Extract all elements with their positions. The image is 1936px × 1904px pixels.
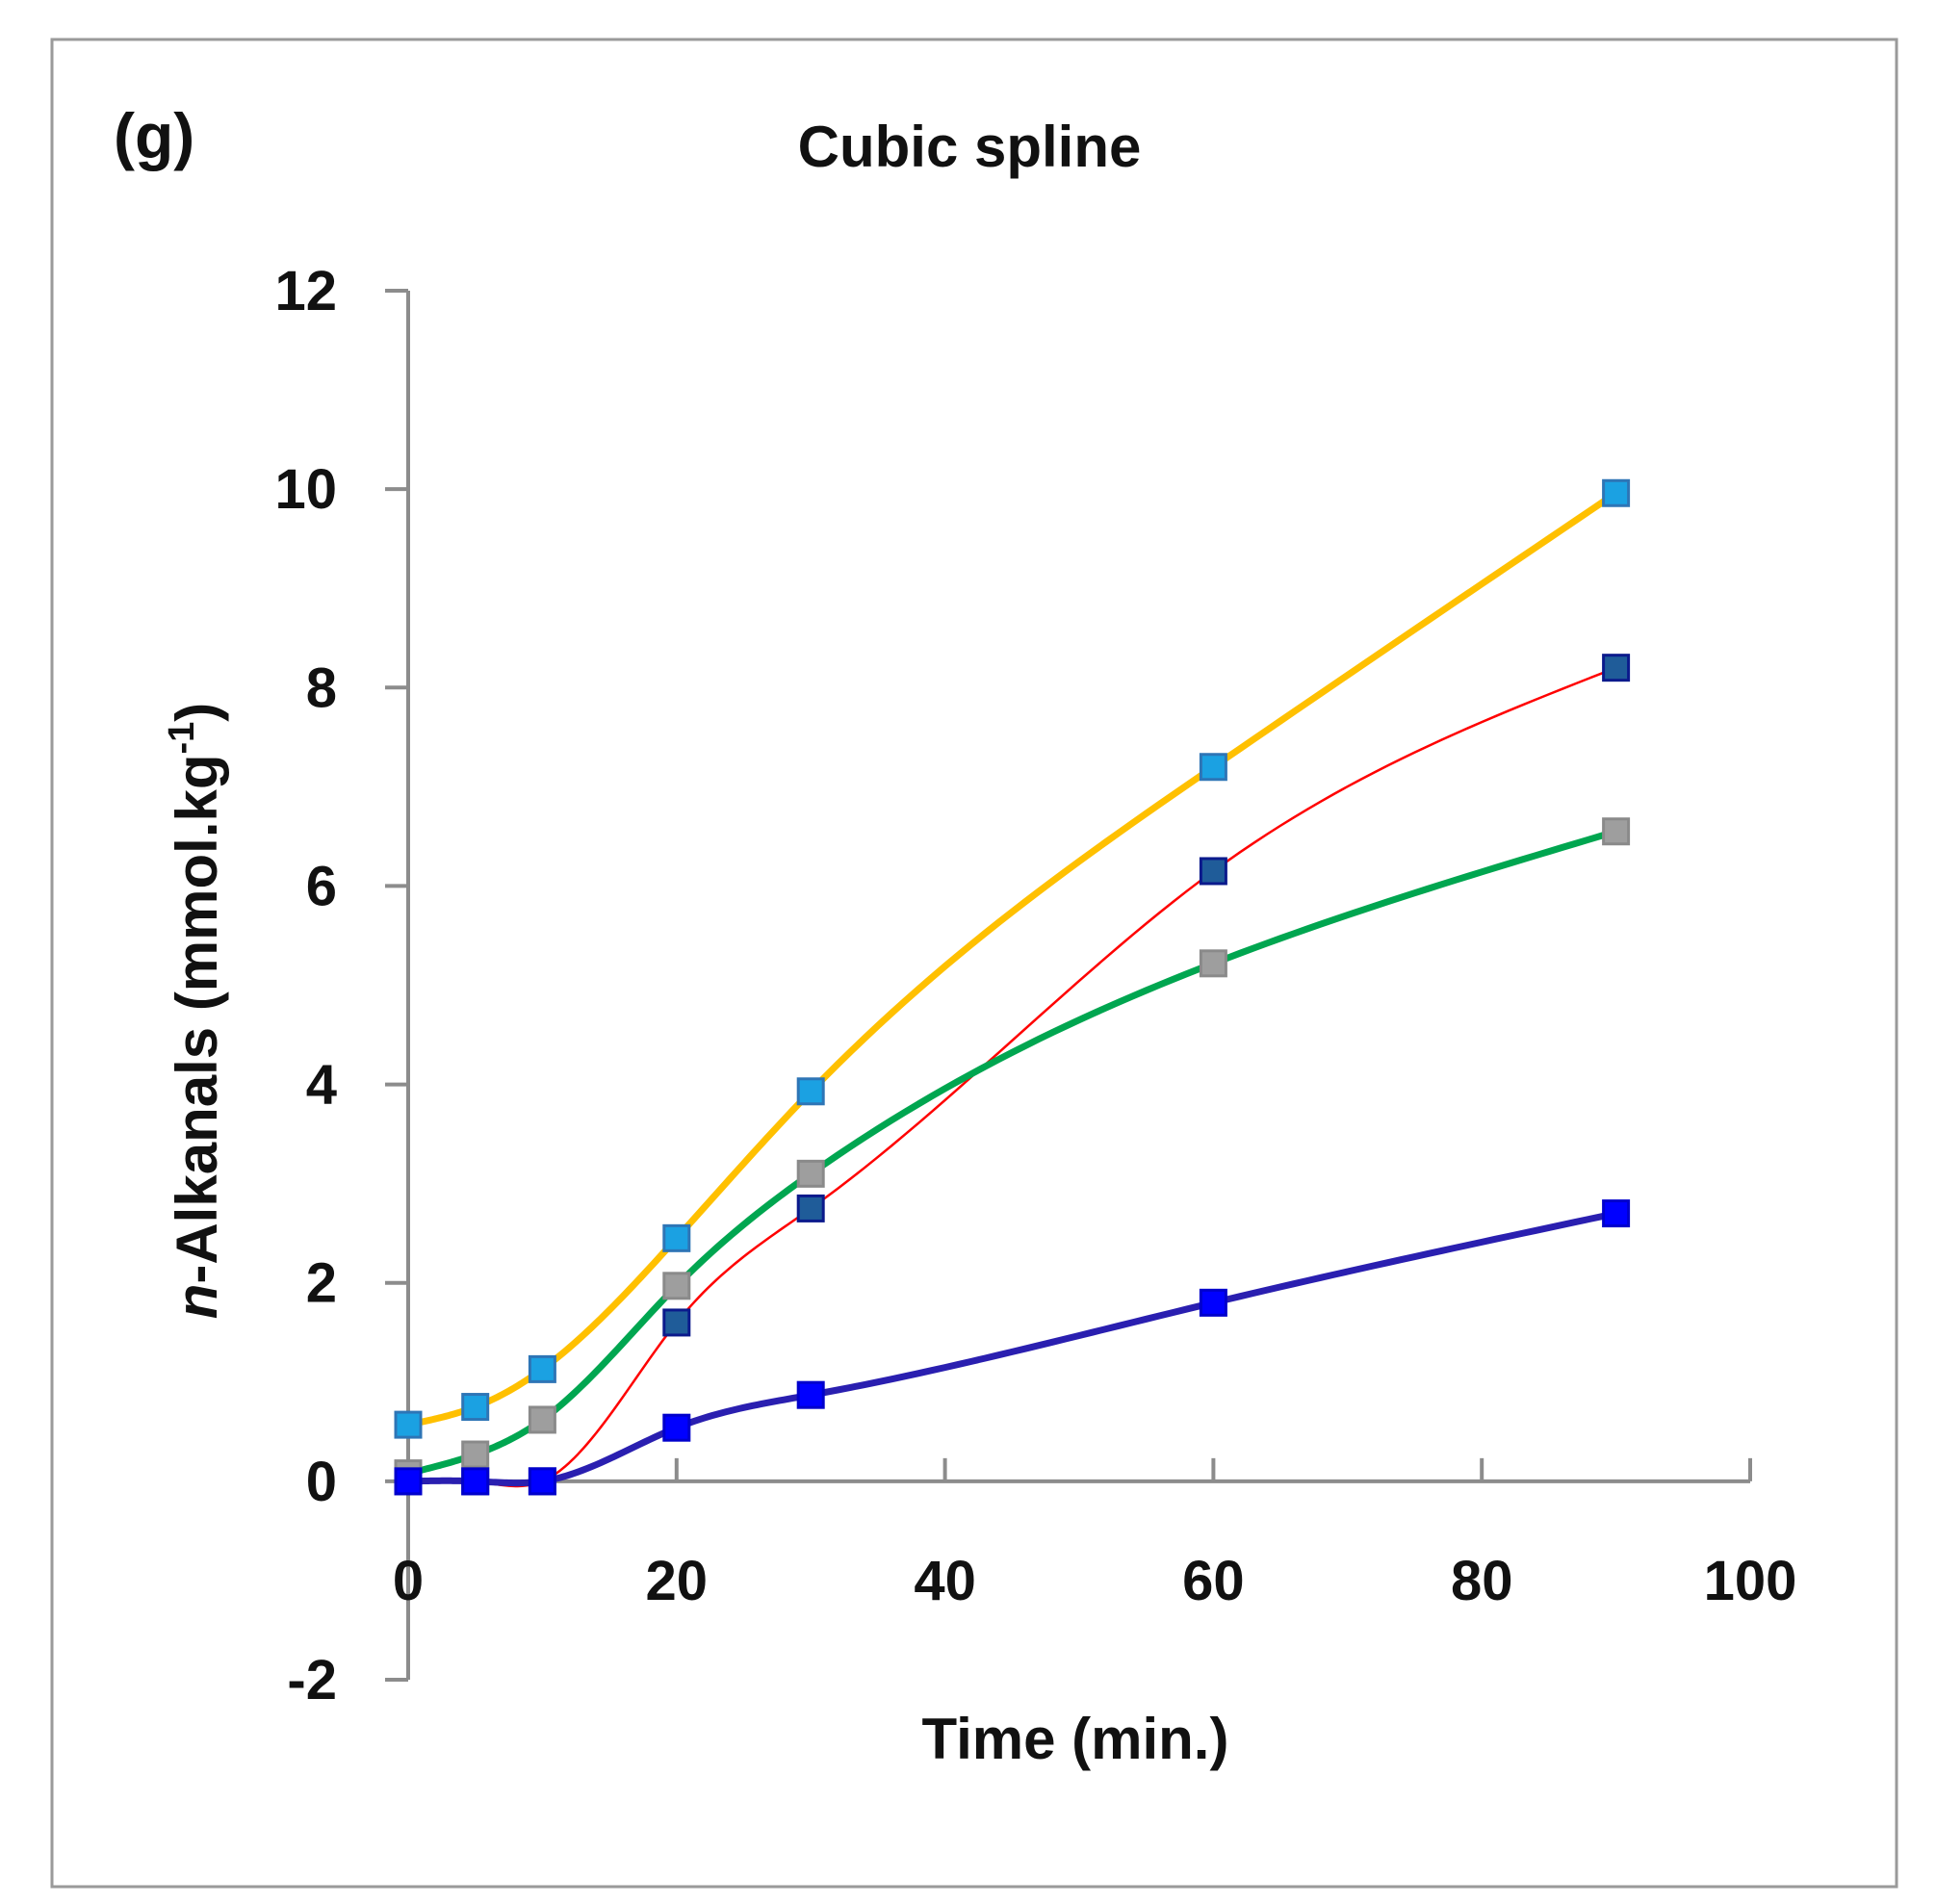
series-2-point: [796, 1194, 825, 1222]
series-4-point: [662, 1413, 691, 1442]
series-4-point: [1602, 1199, 1631, 1228]
series-1-markers: [394, 478, 1631, 1439]
y-tick-label: -2: [287, 1649, 337, 1711]
series-1-point: [796, 1077, 825, 1106]
y-axis-title: n-Alkanals (mmol.kg-1): [162, 703, 229, 1320]
series-4-point: [1199, 1288, 1227, 1317]
series-3-point: [796, 1159, 825, 1188]
series-4-point: [528, 1467, 556, 1496]
x-tick-label: 0: [393, 1550, 424, 1612]
series-2-point: [1199, 857, 1227, 886]
y-tick-label: 10: [274, 458, 337, 521]
series-4-point: [796, 1380, 825, 1409]
y-axis-title-italic: n: [165, 1284, 229, 1320]
series-4-point: [461, 1467, 490, 1496]
series-1-point: [662, 1223, 691, 1252]
series-3-point: [1199, 949, 1227, 978]
y-tick-label: 12: [274, 260, 337, 322]
series-4-point: [394, 1467, 423, 1496]
y-axis-title-superscript: -1: [162, 722, 202, 755]
y-tick-label: 0: [306, 1451, 337, 1513]
series-1-point: [461, 1393, 490, 1422]
y-axis-title-main: -Alkanals (mmol.kg: [165, 754, 229, 1283]
chart-title: Cubic spline: [798, 115, 1142, 179]
series-1-point: [394, 1410, 423, 1439]
x-axis-title: Time (min.): [922, 1707, 1229, 1771]
series-3-point: [662, 1272, 691, 1300]
x-tick-label: 60: [1182, 1550, 1245, 1612]
series-4-markers: [394, 1199, 1631, 1496]
series-3-point: [1602, 817, 1631, 846]
y-tick-label: 8: [306, 656, 337, 719]
series-2-point: [1602, 654, 1631, 682]
series-3-markers: [394, 817, 1631, 1488]
series-2-point: [662, 1308, 691, 1337]
y-tick-label: 4: [306, 1054, 337, 1117]
series-3-point: [528, 1405, 556, 1434]
x-tick-label: 20: [646, 1550, 709, 1612]
y-axis-title-close: ): [165, 703, 229, 722]
series-1-point: [1199, 753, 1227, 782]
series-layer: [394, 478, 1631, 1496]
y-tick-label: 2: [306, 1252, 337, 1315]
series-3-point: [461, 1440, 490, 1469]
panel-label: (g): [114, 100, 194, 171]
series-1-point: [1602, 478, 1631, 507]
axes: -2 0 2 4 6 8 10 12 0 20 40 60 80 100: [274, 260, 1796, 1711]
x-tick-label: 100: [1704, 1550, 1797, 1612]
series-1-point: [528, 1354, 556, 1383]
chart-frame: [50, 38, 1898, 1889]
y-tick-label: 6: [306, 855, 337, 917]
x-tick-label: 80: [1451, 1550, 1513, 1612]
x-tick-label: 40: [914, 1550, 976, 1612]
